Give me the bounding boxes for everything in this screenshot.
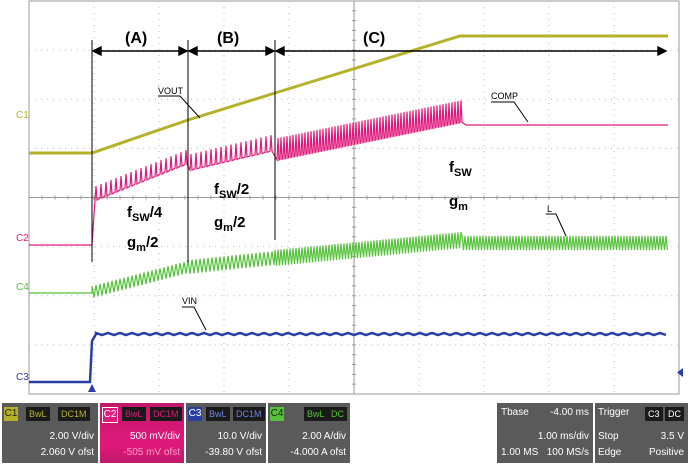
c1-tag: C1 (4, 407, 18, 421)
phase-a-label: (A) (125, 30, 147, 47)
c2-tag: C2 (102, 407, 118, 423)
c3-coupling-badge: DC1M (233, 407, 265, 421)
c4-ref-label: C4 (16, 282, 29, 293)
c4-bw-badge: BwL (304, 407, 328, 421)
phase-b-fsw: fSW/2 (214, 181, 249, 201)
trace-comp (29, 100, 668, 246)
c1-bw-badge: BwL (26, 407, 50, 421)
c2-ref-label: C2 (16, 233, 29, 244)
c1-scale: 2.00 V/div (49, 431, 94, 442)
channel-panel-c1[interactable]: C1 BwL DC1M 2.00 V/div 2.060 V ofst (2, 403, 98, 463)
vout-label: VOUT (158, 86, 184, 96)
c3-ref-label: C3 (16, 372, 29, 383)
trigger-level-marker[interactable] (677, 368, 683, 377)
timebase-panel[interactable]: Tbase -4.00 ms 1.00 ms/div 1.00 MS 100 M… (497, 403, 593, 463)
c4-scale: 2.00 A/div (302, 431, 346, 442)
trigger-source-badge: C3 (645, 407, 663, 421)
trigger-coupling-badge: DC (665, 407, 684, 421)
phase-c-label: (C) (363, 30, 385, 47)
trigger-slope: Positive (648, 447, 684, 458)
trace-il (29, 231, 669, 298)
graticule (28, 0, 680, 395)
trace-labels (158, 95, 567, 331)
trigger-position-marker[interactable] (88, 384, 96, 392)
c1-ref-label: C1 (16, 110, 29, 121)
c4-tag: C4 (270, 407, 284, 421)
vout-leader (158, 95, 201, 119)
phase-c-fsw: fSW (449, 159, 472, 179)
comp-leader (491, 101, 529, 123)
il-label: L (547, 204, 552, 214)
timebase-points: 1.00 MS (501, 447, 539, 458)
c3-offset: -39.80 V ofst (205, 447, 262, 458)
vin-leader (182, 306, 207, 331)
phase-a-gm: gm/2 (127, 234, 158, 254)
c4-coupling-badge: DC (328, 407, 347, 421)
c1-offset: 2.060 V ofst (40, 447, 94, 458)
trigger-mode: Stop (598, 431, 619, 442)
channel-panel-c4[interactable]: C4 BwL DC 2.00 A/div -4.000 A ofst (268, 403, 350, 463)
vin-label: VIN (182, 296, 197, 306)
c4-offset: -4.000 A ofst (290, 447, 346, 458)
trigger-type: Edge (598, 447, 622, 458)
c2-offset: -505 mV ofst (123, 447, 180, 458)
channel-panel-c2[interactable]: C2 BwL DC1M 500 mV/div -505 mV ofst (100, 403, 184, 463)
phase-separators (91, 40, 276, 262)
trace-vin (29, 331, 667, 384)
trigger-label: Trigger (598, 407, 630, 418)
phase-arrows (91, 45, 668, 57)
c3-tag: C3 (188, 407, 202, 421)
scope-display: (A) (B) (C) fSW/4 gm/2 fSW/2 gm/2 fSW gm… (16, 0, 683, 395)
comp-label: COMP (491, 91, 518, 101)
timebase-delay: -4.00 ms (550, 407, 589, 418)
timebase-rate: 100 MS/s (546, 447, 589, 458)
status-bar: C1 BwL DC1M 2.00 V/div 2.060 V ofst C2 B… (0, 401, 690, 464)
timebase-scale: 1.00 ms/div (537, 431, 589, 442)
timebase-label: Tbase (501, 407, 529, 418)
trigger-level: 3.5 V (660, 431, 684, 442)
trigger-panel[interactable]: Trigger C3 DC Stop 3.5 V Edge Positive (595, 403, 688, 463)
c3-bw-badge: BwL (206, 407, 230, 421)
c2-scale: 500 mV/div (129, 431, 180, 442)
trace-vout (29, 34, 668, 155)
c1-coupling-badge: DC1M (58, 407, 90, 421)
c3-scale: 10.0 V/div (217, 431, 262, 442)
c2-bw-badge: BwL (122, 407, 146, 421)
phase-c-gm: gm (449, 193, 468, 213)
phase-b-gm: gm/2 (214, 214, 245, 234)
channel-panel-c3[interactable]: C3 BwL DC1M 10.0 V/div -39.80 V ofst (186, 403, 266, 463)
c2-coupling-badge: DC1M (150, 407, 182, 421)
il-leader (546, 213, 567, 237)
phase-b-label: (B) (217, 30, 239, 47)
phase-a-fsw: fSW/4 (127, 204, 163, 224)
